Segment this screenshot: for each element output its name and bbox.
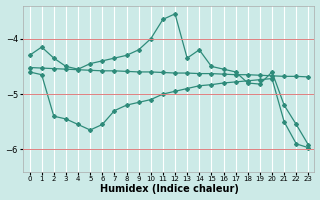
X-axis label: Humidex (Indice chaleur): Humidex (Indice chaleur) bbox=[100, 184, 238, 194]
